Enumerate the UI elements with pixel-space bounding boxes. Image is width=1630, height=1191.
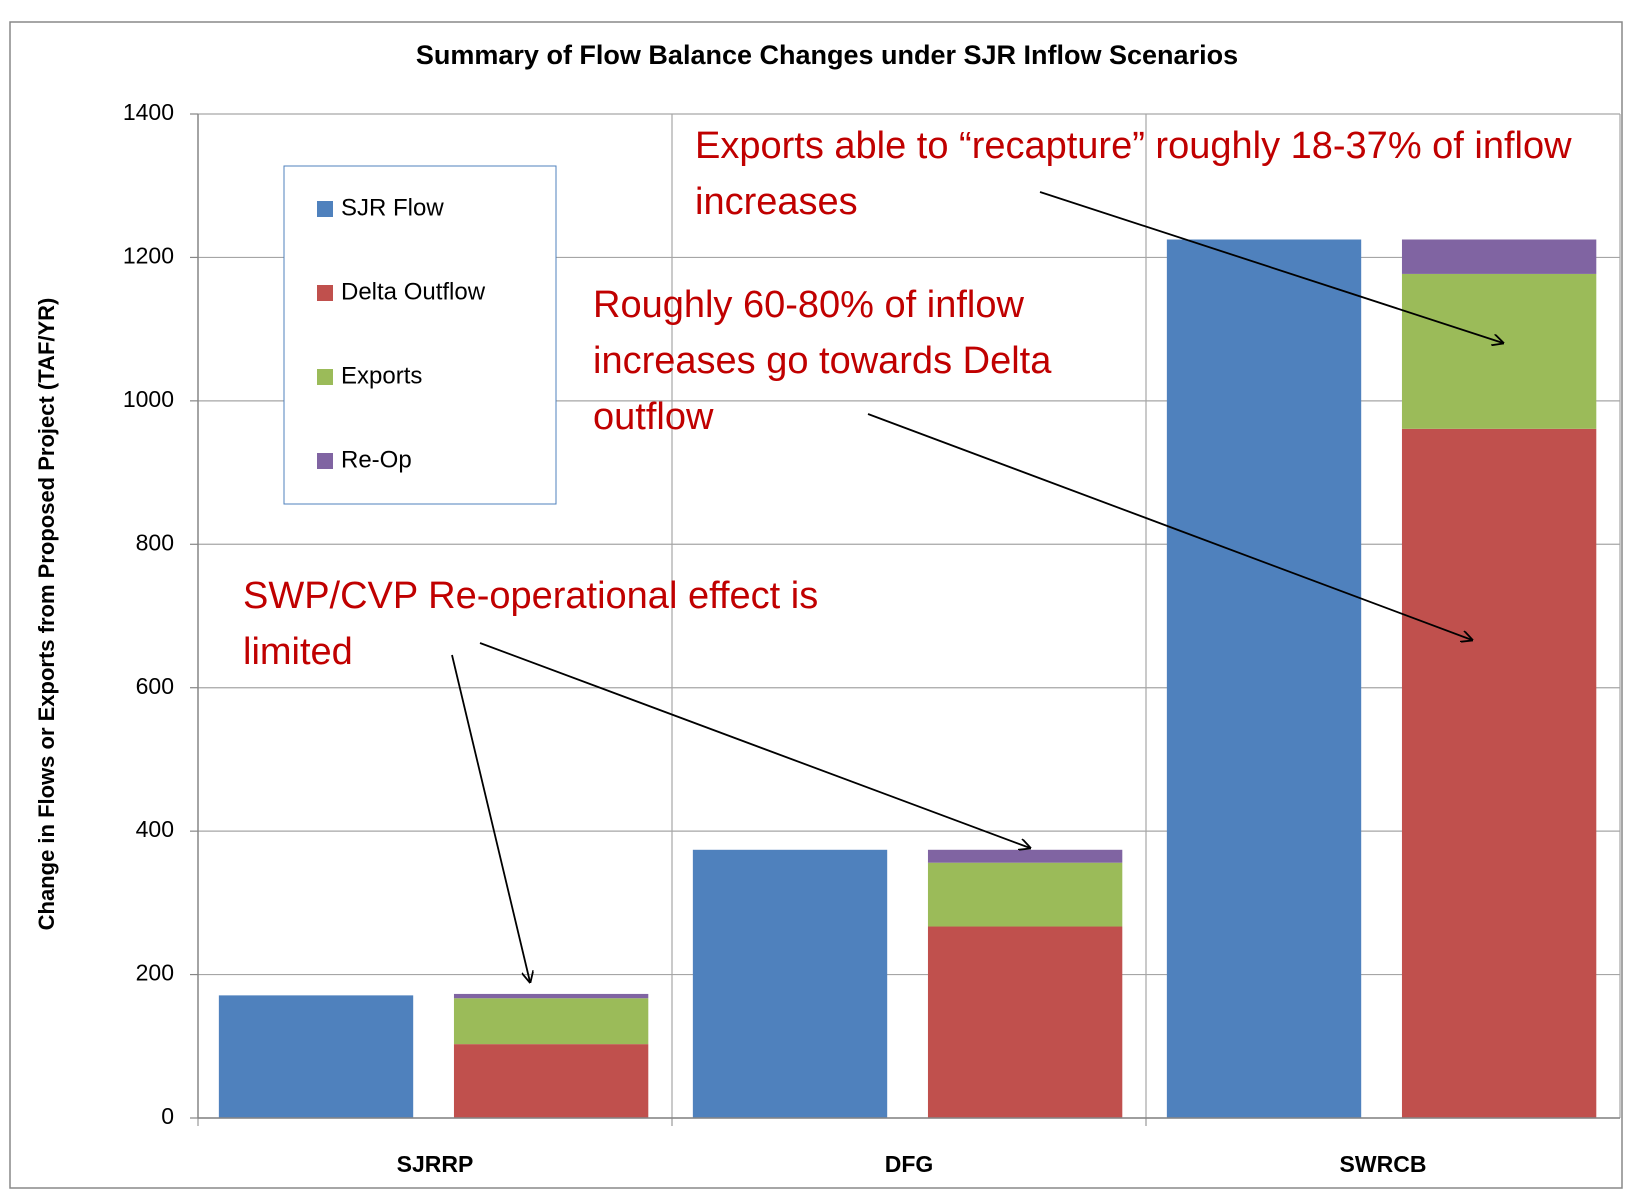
bar-segment	[1401, 273, 1597, 429]
legend-box	[283, 165, 557, 505]
y-tick-label: 0	[161, 1103, 174, 1129]
arrow	[867, 413, 1472, 640]
legend-swatch	[317, 453, 333, 469]
legend-swatch	[317, 369, 333, 385]
arrow	[479, 642, 1030, 848]
bar-segment	[927, 926, 1123, 1118]
bar	[218, 995, 414, 1118]
legend-label: Delta Outflow	[341, 278, 486, 305]
bar-segment	[453, 998, 649, 1045]
bar	[1166, 239, 1362, 1118]
x-tick-label: DFG	[885, 1151, 934, 1177]
legend-label: Exports	[341, 362, 422, 389]
bar-segment	[1401, 239, 1597, 274]
annotation-arrows	[451, 191, 1503, 982]
y-tick-label: 600	[136, 673, 174, 699]
legend-label: SJR Flow	[341, 194, 444, 221]
chart-frame	[9, 21, 1623, 1189]
legend-label: Re-Op	[341, 446, 412, 473]
legend: SJR Flow Delta Outflow Exports Re-Op	[283, 165, 557, 505]
bar-segment	[1401, 428, 1597, 1119]
annotation: Roughly 60-80% of inflow increases go to…	[593, 284, 1052, 438]
y-tick-label: 1000	[123, 386, 174, 412]
x-tick-label: SJRRP	[397, 1151, 474, 1177]
bar-segment	[927, 849, 1123, 863]
y-tick-label: 800	[136, 529, 174, 555]
legend-swatch	[317, 285, 333, 301]
arrow	[451, 654, 530, 982]
bar-segment	[927, 862, 1123, 927]
chart-title: Summary of Flow Balance Changes under SJ…	[416, 40, 1238, 70]
bar	[692, 849, 888, 1118]
x-tick-label: SWRCB	[1340, 1151, 1427, 1177]
y-tick-label: 1400	[123, 99, 174, 125]
bar-segment	[453, 993, 649, 999]
y-tick-label: 1200	[123, 243, 174, 269]
legend-swatch	[317, 201, 333, 217]
annotation: SWP/CVP Re-operational effect is limited	[243, 575, 819, 673]
annotation: Exports able to “recapture” roughly 18-3…	[695, 125, 1572, 223]
arrow	[1039, 191, 1503, 343]
plot-area: 0 200 400 600 800 1000 1200 1400 SJRRP DFG SWRCB SJ…	[123, 99, 1621, 1177]
bar-segment	[453, 1044, 649, 1118]
y-tick-label: 200	[136, 960, 174, 986]
y-axis-title: Change in Flows or Exports from Proposed…	[34, 298, 59, 931]
y-tick-label: 400	[136, 816, 174, 842]
